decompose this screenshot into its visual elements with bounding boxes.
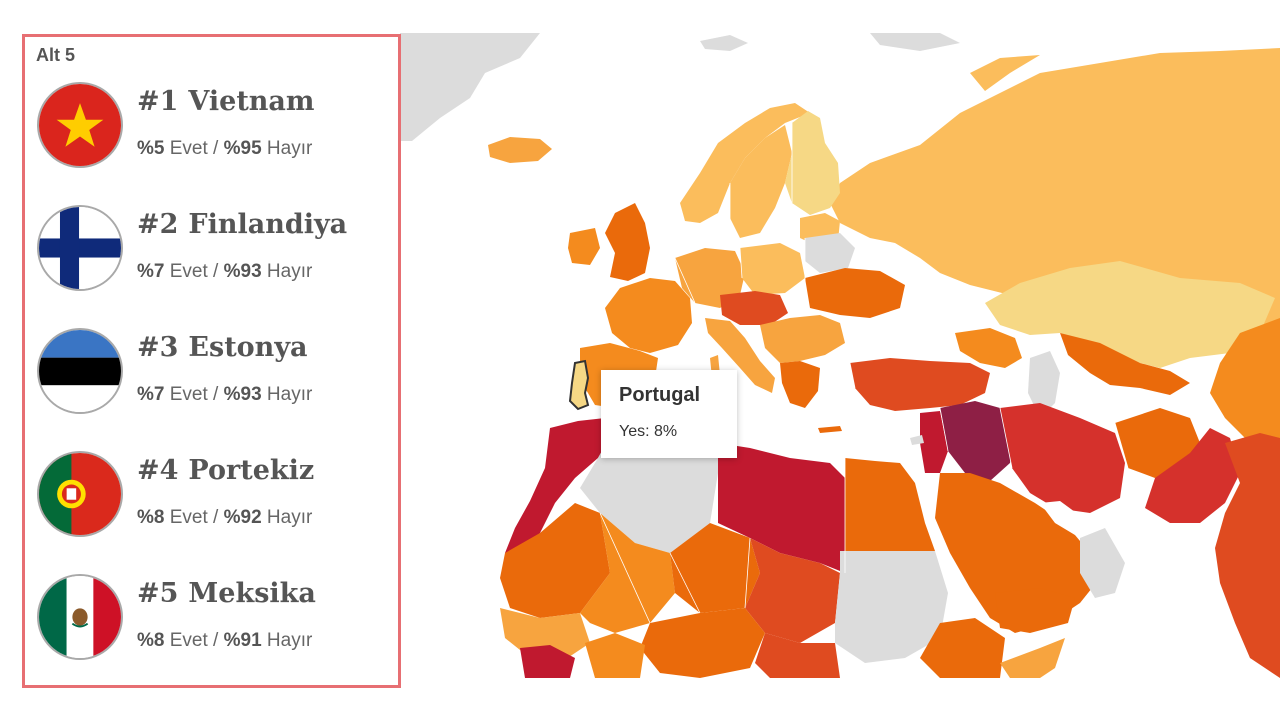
region-levant[interactable] [920,411,948,473]
region-france[interactable] [605,278,692,353]
region-afghanistan[interactable] [1115,408,1200,478]
map-tooltip: Portugal Yes: 8% [601,370,737,458]
region-belarus[interactable] [805,233,855,273]
entry-stats: %7 Evet / %93 Hayır [137,384,313,405]
ranking-entry-2: #2 Finlandiya %7 Evet / %93 Hayır [37,205,387,295]
region-portugal[interactable] [568,359,590,411]
region-balkans-south[interactable] [780,361,820,408]
region-greenland [400,33,540,141]
country-name: Meksika [188,578,316,609]
region-turkey[interactable] [850,358,990,411]
estonia-flag-icon [37,328,123,414]
entry-stats: %5 Evet / %95 Hayır [137,138,313,159]
region-crete[interactable] [818,426,842,433]
region-pakistan[interactable] [1145,428,1240,523]
region-guinea[interactable] [520,645,575,678]
entry-stats: %8 Evet / %92 Hayır [137,507,313,528]
region-arabia[interactable] [935,473,1100,633]
region-ukraine[interactable] [805,268,905,318]
entry-heading: #1 Vietnam [137,86,315,117]
region-sweden[interactable] [730,125,792,238]
entry-heading: #2 Finlandiya [137,209,348,240]
region-central-asia[interactable] [1060,333,1190,395]
country-name: Estonya [188,332,308,363]
region-ireland[interactable] [568,228,600,265]
region-yemen[interactable] [995,588,1075,633]
region-morocco[interactable] [505,418,612,553]
region-caucasus[interactable] [955,328,1022,368]
region-nigeria[interactable] [640,608,765,678]
region-norway[interactable] [680,103,810,223]
entry-heading: #5 Meksika [137,578,316,609]
region-svalbard [700,35,748,51]
region-benelux-germany[interactable] [675,248,745,308]
entry-heading: #4 Portekiz [137,455,315,486]
region-mauritania[interactable] [500,503,610,618]
region-arctic-islands [870,33,960,51]
region-italy[interactable] [705,318,775,393]
tooltip-value: Yes: 8% [619,423,678,440]
region-somalia-area[interactable] [1000,638,1065,678]
bottom-five-panel: Alt 5 #1 Vietnam %5 Evet / %95 Hayır #2 Fi… [22,34,401,688]
region-cameroon[interactable] [755,633,840,678]
region-niger[interactable] [670,523,760,613]
region-poland[interactable] [740,243,805,295]
region-cyprus[interactable] [910,435,924,445]
region-kazakhstan[interactable] [985,261,1275,368]
region-mongolia-china[interactable] [1210,318,1280,453]
region-central-europe[interactable] [720,291,788,325]
country-name: Finlandiya [188,209,348,240]
choropleth-map[interactable] [400,33,1280,678]
panel-title: Alt 5 [36,45,76,65]
country-name: Portekiz [188,455,315,486]
map-borders [599,123,1129,624]
region-oman-uae[interactable] [1080,528,1125,598]
portugal-flag-icon [37,451,123,537]
region-libya[interactable] [718,443,845,573]
region-ethiopia[interactable] [920,618,1005,678]
region-syria-iraq[interactable] [940,401,1015,481]
region-uk[interactable] [605,203,650,281]
ranking-entry-1: #1 Vietnam %5 Evet / %95 Hayır [37,82,387,172]
tooltip-country: Portugal [619,384,701,406]
region-ghana[interactable] [585,633,645,678]
country-name: Vietnam [188,86,315,117]
region-iran[interactable] [1000,403,1125,513]
region-iceland [488,137,552,163]
region-russia[interactable] [830,48,1280,343]
ranking-entry-5: #5 Meksika %8 Evet / %91 Hayır [37,574,387,664]
entry-stats: %8 Evet / %91 Hayır [137,630,313,651]
mexico-flag-icon [37,574,123,660]
region-balkans[interactable] [760,315,845,363]
entry-stats: %7 Evet / %93 Hayır [137,261,313,282]
region-caspian-sea [1028,351,1060,418]
region-finland[interactable] [785,111,840,215]
region-novaya-zemlya[interactable] [970,55,1040,91]
ranking-entry-4: #4 Portekiz %8 Evet / %92 Hayır [37,451,387,541]
region-egypt[interactable] [845,458,935,551]
vietnam-flag-icon [37,82,123,168]
region-sudan[interactable] [835,551,948,663]
entry-heading: #3 Estonya [137,332,308,363]
region-india[interactable] [1215,433,1280,678]
ranking-entry-3: #3 Estonya %7 Evet / %93 Hayır [37,328,387,418]
region-chad[interactable] [745,538,840,643]
finland-flag-icon [37,205,123,291]
